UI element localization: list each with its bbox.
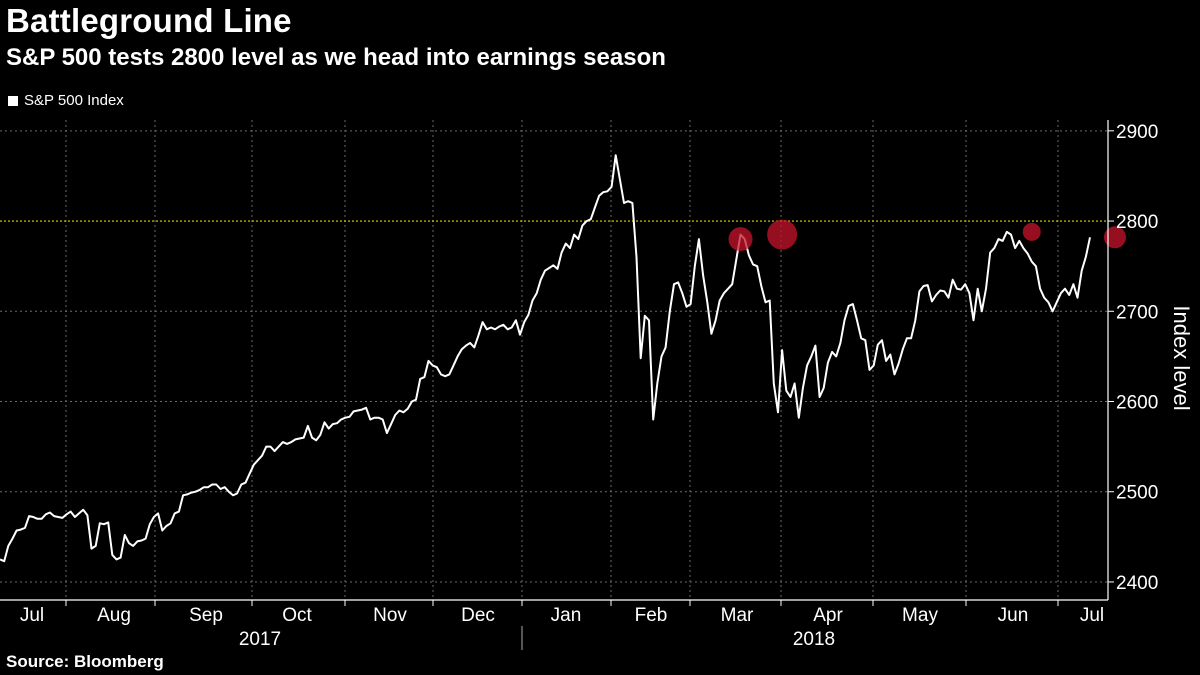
y-axis-title: Index level [1169,305,1194,410]
y-tick-label: 2400 [1116,573,1158,594]
highlight-marker [767,219,798,250]
gridlines [0,120,1108,600]
x-tick-label-month: Jan [551,605,582,626]
y-tick-label: 2500 [1116,483,1158,504]
highlight-marker [1103,226,1126,249]
source-note: Source: Bloomberg [6,652,164,671]
x-tick-label-month: Oct [282,605,312,626]
legend-swatch [8,95,18,106]
x-tick-label-month: Apr [813,605,843,626]
legend: S&P 500 Index [8,92,124,109]
chart-subtitle: S&P 500 tests 2800 level as we head into… [6,44,666,71]
x-tick-label-month: Jun [998,605,1029,626]
y-tick-label: 2800 [1116,212,1158,233]
y-tick-label: 2900 [1116,122,1158,143]
x-tick-label-month: Feb [635,605,668,626]
x-tick-label-month: Jul [1080,605,1104,626]
sp500-line [0,154,1091,563]
axes [0,120,1109,601]
x-tick-label-year: 2018 [793,629,835,650]
x-tick-label-month: May [902,605,938,626]
highlight-marker [1022,222,1041,241]
y-tick-label: 2700 [1116,302,1158,323]
legend-label: S&P 500 Index [24,92,124,109]
y-tick-label: 2600 [1116,393,1158,414]
highlight-markers [728,219,1126,252]
highlight-marker [728,227,753,252]
x-tick-label-year: 2017 [239,629,281,650]
x-tick-label-month: Sep [189,605,223,626]
x-tick-label-month: Aug [97,605,131,626]
x-tick-label-month: Nov [373,605,407,626]
x-tick-label-month: Jul [20,605,44,626]
x-tick-label-month: Mar [721,605,754,626]
y-tick-labels: 2400 2500 2600 2700 2800 2900 [1108,122,1158,594]
x-tick-labels: Jul Aug Sep Oct Nov Dec Jan Feb Mar Apr May Jun Jul 2… [20,600,1104,650]
x-tick-label-month: Dec [461,605,495,626]
chart-title: Battleground Line [6,2,292,39]
